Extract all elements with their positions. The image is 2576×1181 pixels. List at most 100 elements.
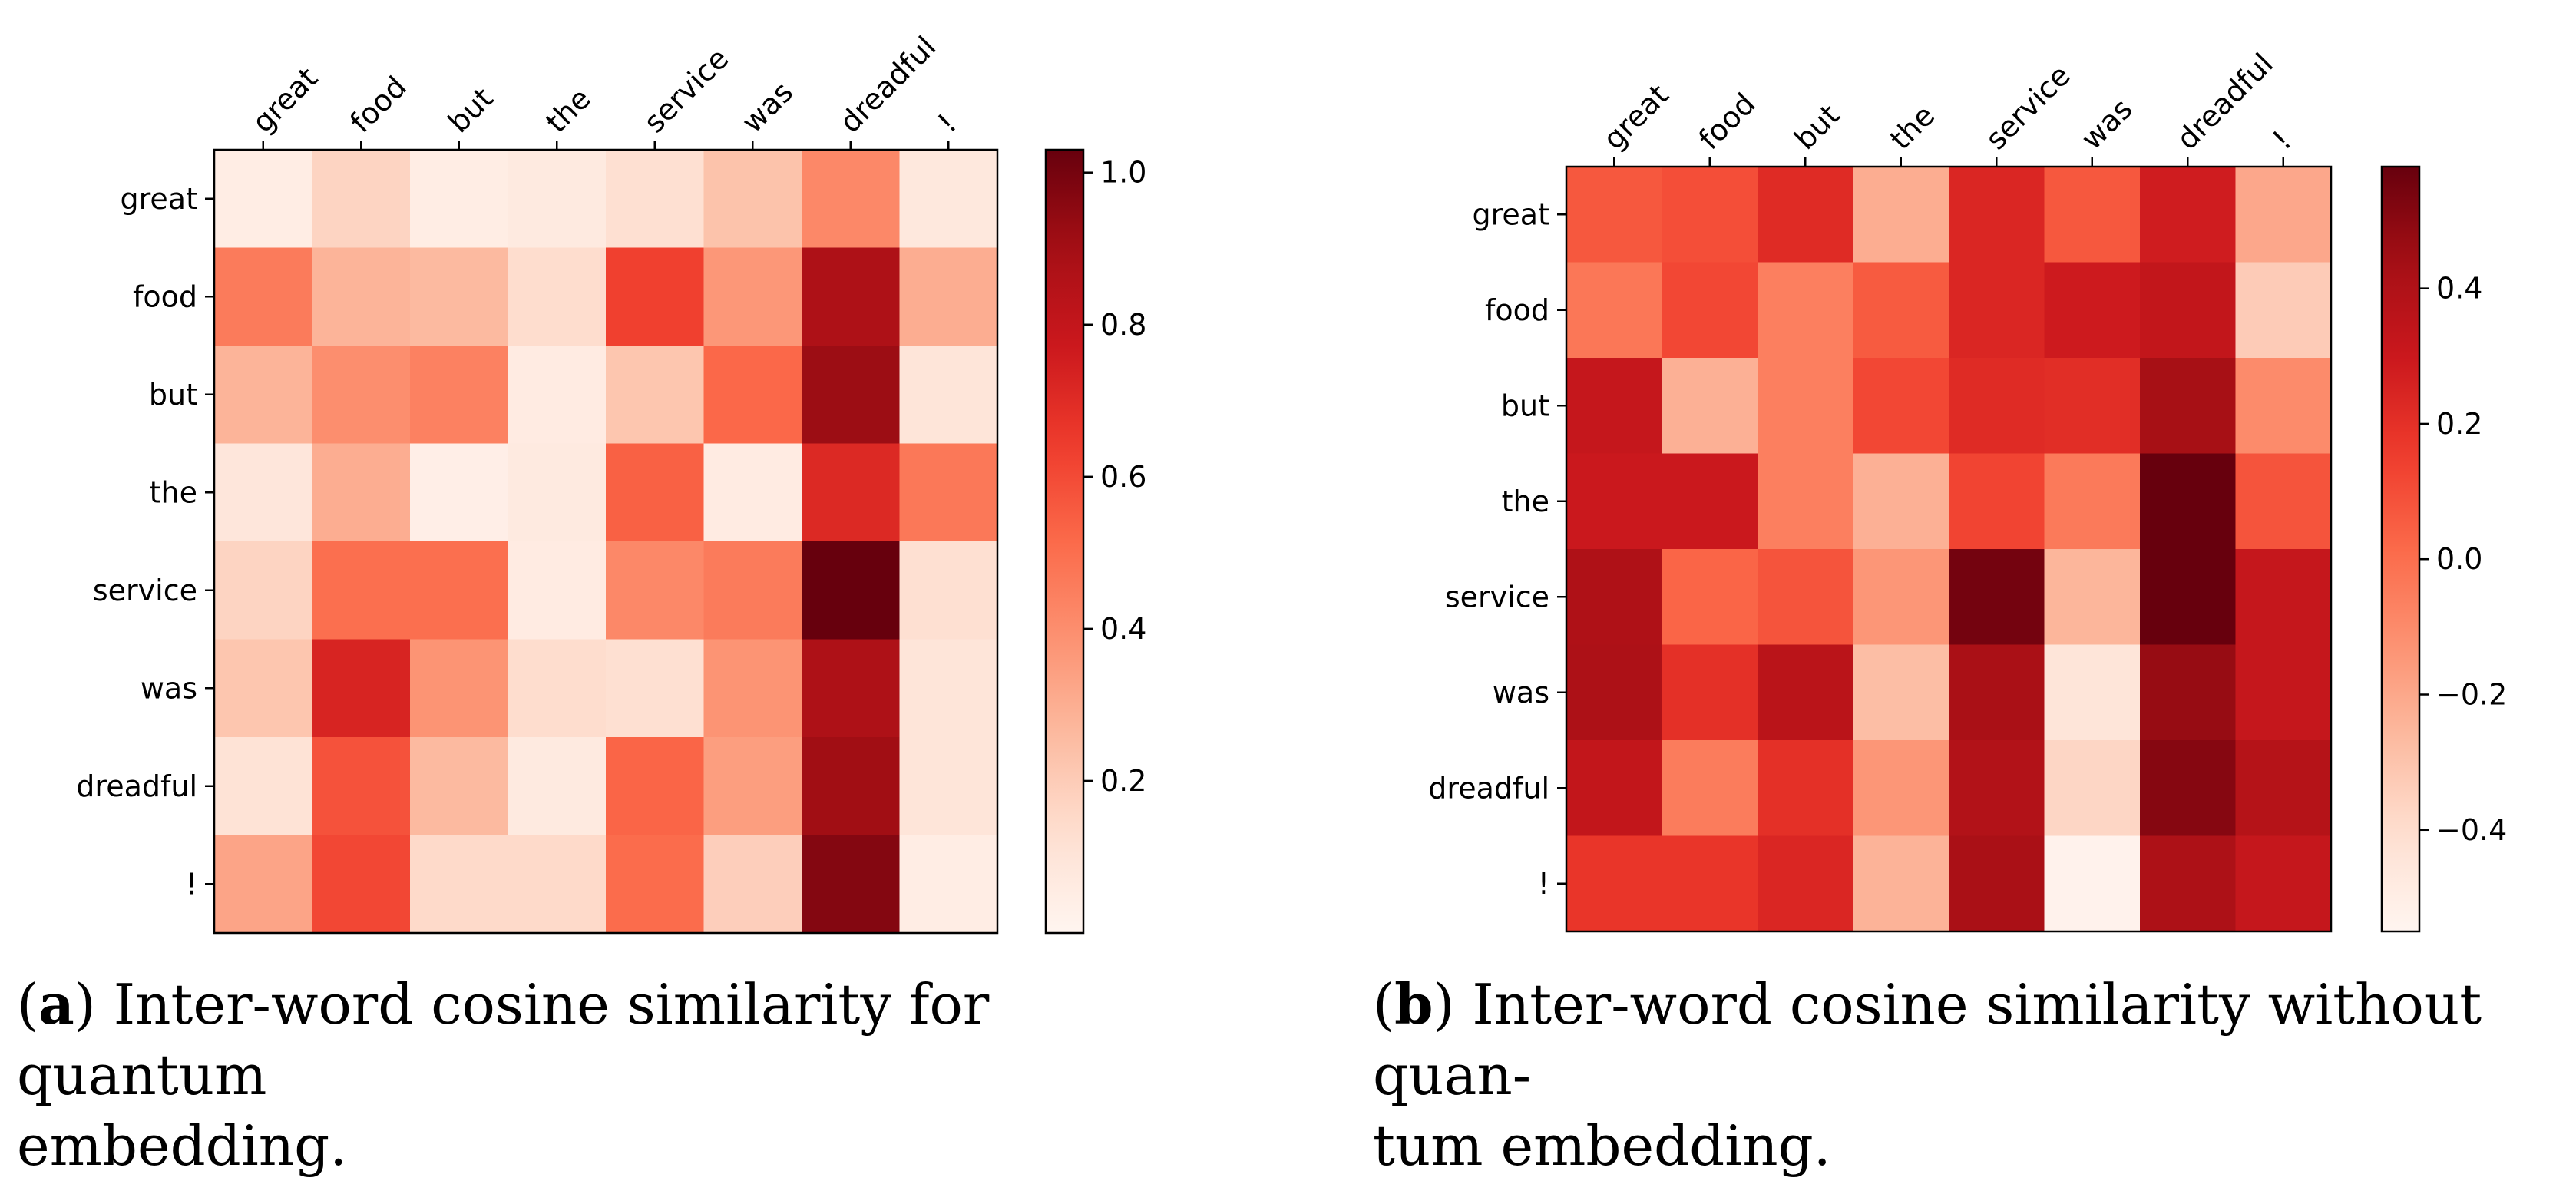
heatmap-cell xyxy=(1662,835,1758,932)
heatmap-cell xyxy=(508,247,607,346)
heatmap-cell xyxy=(703,737,802,836)
heatmap-cell xyxy=(1662,740,1758,837)
heatmap-cell xyxy=(312,737,411,836)
heatmap-cell xyxy=(214,346,313,445)
heatmap-cell xyxy=(312,150,411,249)
heatmap-cell xyxy=(606,443,705,542)
heatmap-cell xyxy=(899,247,998,346)
heatmap-frame xyxy=(213,148,999,935)
heatmap-cell xyxy=(802,541,901,640)
caption-b-line2: tum embedding. xyxy=(1373,1113,1831,1178)
heatmap-cell xyxy=(1758,549,1854,646)
heatmap-cell xyxy=(1566,453,1663,550)
y-tick-label: great xyxy=(121,182,197,216)
heatmap-cell xyxy=(1662,644,1758,741)
heatmap-cell xyxy=(2044,358,2141,455)
colorbar-tick-label: 0.4 xyxy=(2436,272,2482,306)
caption-a-letter: a xyxy=(38,971,74,1037)
heatmap-cell xyxy=(899,150,998,249)
heatmap-cell xyxy=(214,247,313,346)
y-tick-label: but xyxy=(1501,389,1549,422)
heatmap-frame xyxy=(1565,165,2333,933)
heatmap-cell xyxy=(1949,740,2045,837)
x-tick-label: dreadful xyxy=(833,30,943,140)
heatmap-cell xyxy=(2044,644,2141,741)
heatmap-cell xyxy=(899,835,998,934)
heatmap-cell xyxy=(214,737,313,836)
heatmap-cell xyxy=(1566,740,1663,837)
y-tick-label: dreadful xyxy=(1428,771,1549,805)
x-tick-label: dreadful xyxy=(2171,47,2280,157)
heatmap-cell xyxy=(899,639,998,738)
heatmap-cell xyxy=(899,737,998,836)
heatmap-cell xyxy=(1949,549,2045,646)
heatmap-cell xyxy=(1566,644,1663,741)
heatmap-cell xyxy=(2235,549,2332,646)
x-tick-label: ! xyxy=(2266,124,2298,156)
heatmap-cell xyxy=(703,346,802,445)
y-tick-label: the xyxy=(150,475,197,509)
heatmap-cell xyxy=(1566,549,1663,646)
heatmap-cell xyxy=(312,443,411,542)
heatmap-cell xyxy=(312,247,411,346)
heatmap-cell xyxy=(1758,167,1854,263)
heatmap-cell xyxy=(802,737,901,836)
heatmap-cell xyxy=(508,346,607,445)
heatmap-cell xyxy=(703,443,802,542)
heatmap-cell xyxy=(1662,453,1758,550)
heatmap-cell xyxy=(899,346,998,445)
heatmap-cell xyxy=(2235,262,2332,359)
x-tick-label: service xyxy=(637,41,735,139)
heatmap-cell xyxy=(1949,644,2045,741)
y-tick-label: ! xyxy=(186,867,197,901)
heatmap-cell xyxy=(1758,262,1854,359)
heatmap-cell xyxy=(1758,358,1854,455)
heatmap-cell xyxy=(2235,740,2332,837)
colorbar-tick-label: −0.2 xyxy=(2436,678,2507,712)
y-tick-label: was xyxy=(141,671,197,705)
heatmap-cell xyxy=(2140,644,2237,741)
x-tick-label: food xyxy=(1692,87,1762,157)
colorbar-tick-label: 0.4 xyxy=(1100,612,1146,646)
heatmap-cell xyxy=(606,247,705,346)
x-tick-label: ! xyxy=(931,107,964,139)
heatmap-cell xyxy=(1853,262,1949,359)
heatmap-cell xyxy=(410,835,509,934)
x-tick-label: great xyxy=(1597,78,1675,156)
heatmap-cell xyxy=(214,639,313,738)
heatmap-cell xyxy=(899,541,998,640)
caption-a-close: ) xyxy=(74,972,96,1037)
x-tick-label: but xyxy=(1788,98,1847,157)
heatmap-cell xyxy=(606,346,705,445)
heatmap-cell xyxy=(312,346,411,445)
heatmap-cell xyxy=(802,346,901,445)
heatmap-cell xyxy=(703,541,802,640)
heatmap-cell xyxy=(2235,167,2332,263)
heatmap-cell xyxy=(410,541,509,640)
heatmap-cell xyxy=(312,835,411,934)
heatmap-cell xyxy=(1566,262,1663,359)
heatmap-cell xyxy=(1949,453,2045,550)
heatmap-cell xyxy=(508,443,607,542)
heatmap-cell xyxy=(214,443,313,542)
heatmap-cell xyxy=(2140,167,2237,263)
heatmap-cell xyxy=(606,150,705,249)
x-tick-label: great xyxy=(246,61,324,139)
heatmap-cell xyxy=(1566,167,1663,263)
heatmap-cell xyxy=(1662,358,1758,455)
heatmap-cell xyxy=(508,541,607,640)
y-tick-label: was xyxy=(1493,676,1549,710)
heatmap-cell xyxy=(2140,358,2237,455)
x-tick-label: but xyxy=(441,81,500,140)
heatmap-cell xyxy=(1758,644,1854,741)
caption-a-line2: embedding. xyxy=(17,1113,348,1178)
colorbar-tick-label: 0.8 xyxy=(1100,308,1146,342)
heatmap-cell xyxy=(1662,262,1758,359)
x-tick-label: was xyxy=(736,75,800,140)
heatmap-cell xyxy=(1853,644,1949,741)
heatmap-cell xyxy=(1566,835,1663,932)
heatmap-cell xyxy=(1853,549,1949,646)
heatmap-cell xyxy=(410,639,509,738)
heatmap-cell xyxy=(2044,549,2141,646)
